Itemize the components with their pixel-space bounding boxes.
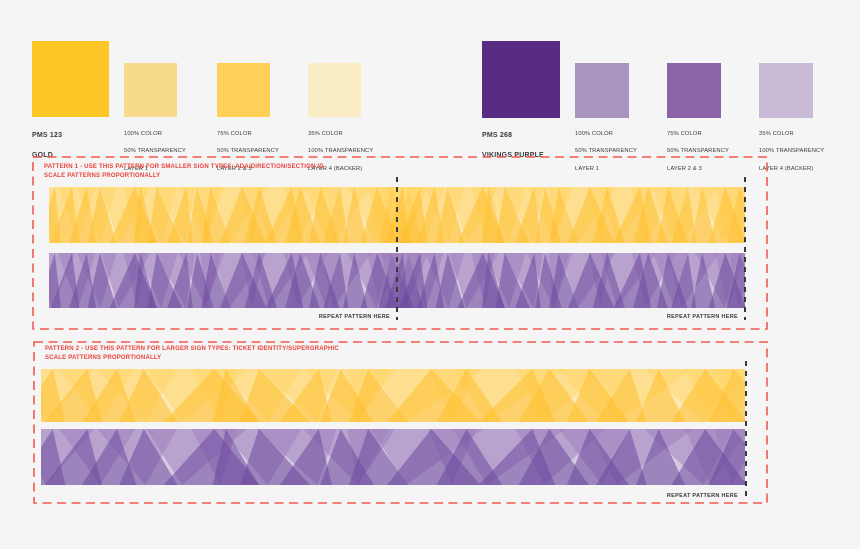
repeat-tick-line	[745, 361, 747, 501]
pattern-2-subtitle: SCALE PATTERNS PROPORTIONALLY	[45, 355, 162, 361]
pattern-1-gold-strip	[49, 187, 745, 243]
pattern-2-gold-strip	[41, 369, 745, 422]
repeat-tick-line	[396, 177, 398, 320]
swatch-label-gold-layer-1: 100% COLOR 50% TRANSPARENCY LAYER 1	[124, 121, 210, 183]
label-line: 50% TRANSPARENCY	[217, 148, 279, 155]
label-line: 35% COLOR	[308, 130, 343, 137]
repeat-pattern-here-label: REPEAT PATTERN HERE	[666, 493, 738, 499]
swatch-pms-123-gold	[32, 41, 109, 117]
label-line: LAYER 1	[575, 165, 600, 172]
swatch-label-purple-layer-1: 100% COLOR 50% TRANSPARENCY LAYER 1	[575, 121, 661, 183]
swatch-purple-layer-2-3	[667, 63, 721, 118]
pattern-2-purple-strip	[41, 429, 745, 485]
pattern-1-box: PATTERN 1 - USE THIS PATTERN FOR SMALLER…	[32, 156, 768, 330]
label-line: 35% COLOR	[759, 130, 794, 137]
pattern-2-box: PATTERN 2 - USE THIS PATTERN FOR LARGER …	[33, 341, 768, 504]
pattern-2-note: PATTERN 2 - USE THIS PATTERN FOR LARGER …	[45, 345, 339, 363]
swatch-gold-layer-1	[124, 63, 177, 117]
swatch-name: GOLD	[32, 152, 54, 159]
label-line: 75% COLOR	[217, 130, 252, 137]
swatch-label-pms-123: PMS 123 GOLD	[32, 121, 122, 171]
swatch-code: PMS 123	[32, 132, 63, 139]
swatch-name: VIKINGS PURPLE	[482, 152, 544, 159]
label-line: 75% COLOR	[667, 130, 702, 137]
swatch-gold-layer-2-3	[217, 63, 270, 117]
swatch-purple-layer-1	[575, 63, 629, 118]
pattern-2-title: PATTERN 2 - USE THIS PATTERN FOR LARGER …	[45, 346, 339, 352]
label-line: LAYER 1	[124, 165, 149, 172]
repeat-pattern-here-label: REPEAT PATTERN HERE	[666, 314, 738, 320]
label-line: 100% COLOR	[124, 130, 163, 137]
pattern-1-note: PATTERN 1 - USE THIS PATTERN FOR SMALLER…	[44, 163, 324, 181]
swatch-gold-layer-4-backer	[308, 63, 361, 117]
swatch-label-pms-268: PMS 268 VIKINGS PURPLE	[482, 121, 572, 171]
swatch-purple-layer-4-backer	[759, 63, 813, 118]
swatch-label-gold-layer-2-3: 75% COLOR 50% TRANSPARENCY LAYER 2 & 3	[217, 121, 303, 183]
swatch-code: PMS 268	[482, 132, 513, 139]
label-line: 100% COLOR	[575, 130, 614, 137]
pattern-1-dashed-border	[32, 156, 768, 330]
label-line: LAYER 4 (BACKER)	[308, 165, 363, 172]
repeat-tick-line	[744, 177, 746, 320]
label-line: 50% TRANSPARENCY	[124, 148, 186, 155]
swatch-label-gold-layer-4: 35% COLOR 100% TRANSPARENCY LAYER 4 (BAC…	[308, 121, 394, 183]
label-line: LAYER 2 & 3	[217, 165, 252, 172]
label-line: 100% TRANSPARENCY	[759, 148, 825, 155]
pattern-1-subtitle: SCALE PATTERNS PROPORTIONALLY	[44, 173, 161, 179]
label-line: 50% TRANSPARENCY	[667, 148, 729, 155]
pattern-1-purple-strip	[49, 253, 745, 308]
label-line: 100% TRANSPARENCY	[308, 148, 374, 155]
pattern-2-dashed-border	[33, 341, 768, 504]
pattern-1-title: PATTERN 1 - USE THIS PATTERN FOR SMALLER…	[44, 164, 324, 170]
repeat-pattern-here-label: REPEAT PATTERN HERE	[318, 314, 390, 320]
swatch-pms-268-vikings-purple	[482, 41, 560, 118]
label-line: LAYER 2 & 3	[667, 165, 702, 172]
swatch-label-purple-layer-2-3: 75% COLOR 50% TRANSPARENCY LAYER 2 & 3	[667, 121, 753, 183]
swatch-label-purple-layer-4: 35% COLOR 100% TRANSPARENCY LAYER 4 (BAC…	[759, 121, 845, 183]
label-line: LAYER 4 (BACKER)	[759, 165, 814, 172]
label-line: 50% TRANSPARENCY	[575, 148, 637, 155]
